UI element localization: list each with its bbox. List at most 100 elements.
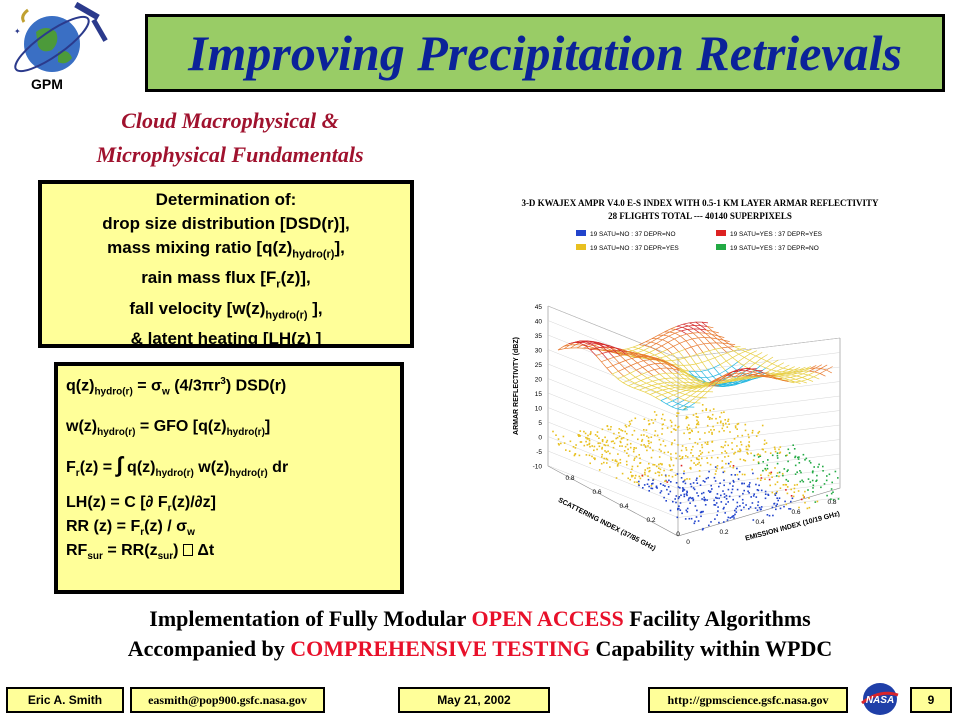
scatter-point: [674, 474, 677, 476]
scatter-point: [766, 464, 768, 467]
scatter-point: [565, 449, 567, 451]
scatter-point: [711, 441, 713, 443]
scatter-point: [781, 472, 784, 475]
surface-line: [650, 338, 658, 343]
scatter-point: [768, 478, 771, 481]
scatter-point: [818, 463, 820, 466]
surface-line: [679, 368, 687, 374]
scatter-point: [686, 426, 688, 429]
scatter-point: [685, 493, 688, 495]
scatter-point: [670, 453, 672, 455]
surface-line: [703, 343, 710, 351]
scatter-point: [639, 462, 642, 464]
surface-line: [644, 389, 652, 393]
surface-line: [597, 343, 604, 345]
scatter-point: [687, 499, 690, 501]
scatter-point: [593, 445, 596, 448]
scatter-point: [664, 445, 667, 447]
scatter-point: [764, 467, 766, 470]
scatter-point: [675, 452, 677, 455]
surface-line: [774, 373, 781, 375]
scatter-point: [695, 412, 697, 415]
surface-line: [582, 346, 589, 349]
scatter-point: [661, 433, 663, 435]
scatter-point: [684, 482, 687, 485]
surface-line: [799, 366, 806, 371]
surface-line: [696, 386, 704, 392]
surface-line: [684, 349, 691, 357]
surface-line: [651, 383, 659, 386]
surface-line: [601, 361, 608, 369]
scatter-point: [804, 490, 806, 493]
surface-line: [649, 352, 655, 356]
surface-line: [626, 354, 633, 359]
scatter-point: [618, 432, 620, 434]
scatter-point: [779, 451, 782, 454]
scatter-point: [741, 473, 744, 476]
scatter-point: [675, 429, 677, 431]
surface-line: [611, 373, 618, 380]
surface-line: [612, 365, 619, 372]
surface-line: [683, 365, 690, 372]
surface-line: [649, 346, 656, 350]
scatter-point: [752, 459, 755, 461]
scatter-point: [687, 428, 689, 431]
surface-line: [595, 353, 603, 356]
scatter-point: [747, 448, 749, 451]
scatter-point: [774, 450, 777, 453]
z-tick-label: 5: [538, 420, 542, 427]
scatter-point: [837, 498, 840, 500]
scatter-point: [751, 468, 753, 471]
equation-mass-flux: Fr(z) = ∫ q(z)hydro(r) w(z)hydro(r) dr: [66, 452, 289, 480]
scatter-point: [672, 500, 674, 503]
scatter-point: [686, 494, 688, 497]
surface-line: [664, 328, 671, 333]
surface-line: [643, 359, 650, 362]
z-tick-label: 40: [535, 319, 543, 326]
scatter-point: [748, 508, 750, 510]
surface-line: [732, 357, 739, 363]
surface-line: [721, 346, 729, 349]
surface-line: [734, 370, 740, 375]
y-tick-label: 0.4: [755, 519, 764, 526]
surface-line: [645, 338, 652, 343]
surface-line: [775, 371, 783, 375]
scatter-point: [775, 505, 777, 507]
scatter-point: [697, 463, 699, 465]
scatter-point: [650, 456, 653, 459]
scatter-point: [715, 417, 717, 420]
surface-line: [782, 364, 790, 369]
title-banner: Improving Precipitation Retrievals: [145, 14, 945, 92]
scatter-point: [694, 505, 697, 507]
scatter-point: [697, 520, 700, 522]
surface-line: [650, 389, 657, 393]
scatter-point: [650, 487, 652, 490]
scatter-point: [731, 442, 733, 444]
scatter-point: [682, 481, 684, 483]
scatter-point: [681, 512, 683, 515]
surface-line: [689, 379, 696, 384]
scatter-point: [686, 507, 689, 510]
surface-line: [787, 369, 794, 373]
scatter-point: [666, 481, 669, 483]
surface-line: [649, 391, 657, 395]
surface-line: [671, 403, 679, 408]
scatter-point: [552, 430, 554, 433]
surface-line: [713, 379, 721, 387]
surface-line: [618, 371, 625, 377]
scatter-point: [676, 473, 679, 475]
scatter-point: [665, 500, 667, 502]
scatter-point: [688, 497, 690, 500]
scatter-point: [626, 452, 628, 454]
surface-line: [660, 397, 668, 401]
surface-line: [697, 384, 704, 389]
surface-line: [708, 359, 715, 368]
scatter-point: [601, 448, 603, 450]
scatter-point: [670, 431, 673, 433]
surface-line: [748, 375, 755, 378]
scatter-point: [658, 448, 661, 451]
surface-line: [673, 392, 680, 396]
scatter-point: [764, 451, 767, 453]
scatter-point: [686, 478, 688, 480]
surface-line: [669, 328, 677, 333]
